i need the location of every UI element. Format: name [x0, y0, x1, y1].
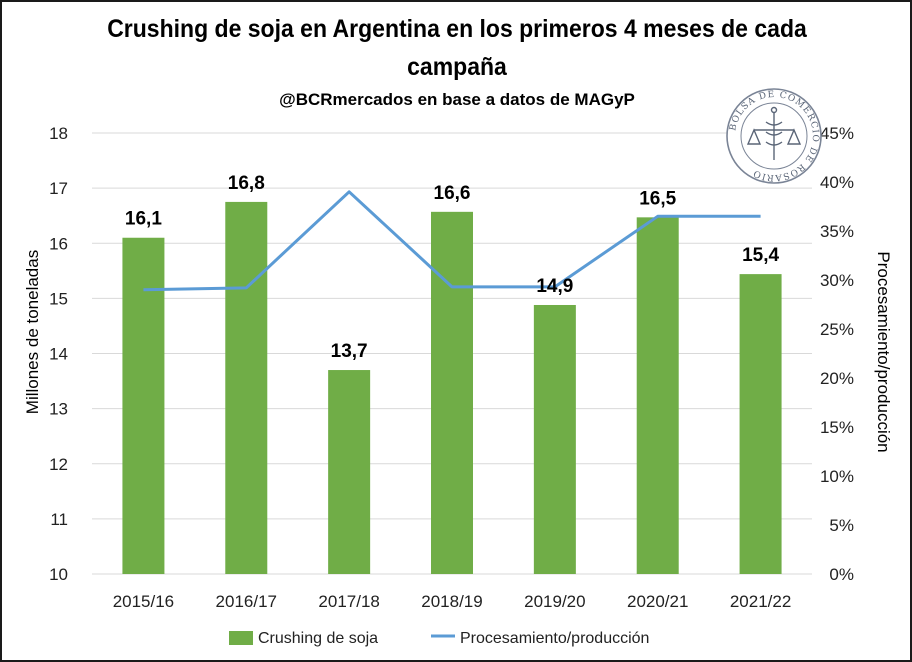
x-tick-label: 2016/17 — [216, 592, 277, 611]
left-tick-label: 12 — [49, 455, 68, 474]
x-tick-label: 2020/21 — [627, 592, 688, 611]
left-tick-label: 11 — [50, 510, 68, 529]
bar-data-label: 16,8 — [228, 173, 265, 194]
chart-title: Crushing de soja en Argentina en los pri… — [107, 15, 807, 81]
bar-data-label: 13,7 — [331, 341, 368, 362]
left-tick-label: 14 — [49, 345, 68, 364]
left-axis-label: Millones de toneladas — [23, 250, 42, 414]
bar-data-label: 14,9 — [536, 276, 573, 297]
right-tick-label: 25% — [820, 320, 854, 339]
bar-series — [122, 201, 782, 575]
x-tick-label: 2021/22 — [730, 592, 791, 611]
left-tick-label: 17 — [49, 179, 68, 198]
bar — [739, 274, 782, 574]
x-tick-label: 2018/19 — [421, 592, 482, 611]
right-axis-label: Procesamiento/producción — [874, 251, 893, 452]
bar — [328, 370, 371, 574]
right-tick-label: 30% — [820, 271, 854, 290]
x-tick-label: 2015/16 — [113, 592, 174, 611]
right-tick-label: 40% — [820, 173, 854, 192]
right-axis-ticks: 0% 5% 10% 15% 20% 25% 30% 35% 40% 45% — [820, 124, 854, 584]
bar-data-label: 16,1 — [125, 209, 162, 230]
bar — [636, 217, 679, 574]
left-tick-label: 16 — [49, 234, 68, 253]
legend-swatch-bar — [229, 631, 253, 645]
right-tick-label: 10% — [820, 467, 854, 486]
caduceus-scales-icon — [746, 106, 802, 160]
legend-label-line: Procesamiento/producción — [460, 630, 649, 647]
left-axis-ticks: 10 11 12 13 14 15 16 17 18 — [49, 124, 68, 584]
x-tick-label: 2019/20 — [524, 592, 585, 611]
bar — [225, 201, 268, 574]
bar-data-label: 16,5 — [639, 188, 676, 209]
right-tick-label: 5% — [829, 516, 854, 535]
line-series — [143, 190, 761, 292]
right-tick-label: 0% — [829, 565, 854, 584]
bcr-seal-logo: BOLSA DE COMERCIO DE ROSARIO — [726, 88, 822, 184]
data-labels: 16,1 16,8 13,7 16,6 14,9 16,5 15,4 — [125, 173, 780, 362]
x-axis-ticks: 2015/16 2016/17 2017/18 2018/19 2019/20 2020/… — [113, 592, 792, 611]
left-tick-label: 15 — [49, 289, 68, 308]
bar-data-label: 16,6 — [434, 183, 471, 204]
bar — [122, 237, 165, 575]
legend-label-bar: Crushing de soja — [258, 630, 378, 647]
x-tick-label: 2017/18 — [318, 592, 379, 611]
bar-data-label: 15,4 — [742, 245, 779, 266]
right-tick-label: 45% — [820, 124, 854, 143]
chart-subtitle: @BCRmercados en base a datos de MAGyP — [279, 90, 635, 109]
left-tick-label: 18 — [49, 124, 68, 143]
right-tick-label: 35% — [820, 222, 854, 241]
bar — [431, 211, 473, 575]
left-tick-label: 13 — [49, 400, 68, 419]
right-tick-label: 15% — [820, 418, 854, 437]
legend: Crushing de soja Procesamiento/producció… — [229, 630, 649, 647]
bar — [533, 304, 576, 574]
right-tick-label: 20% — [820, 369, 854, 388]
left-tick-label: 10 — [49, 565, 68, 584]
